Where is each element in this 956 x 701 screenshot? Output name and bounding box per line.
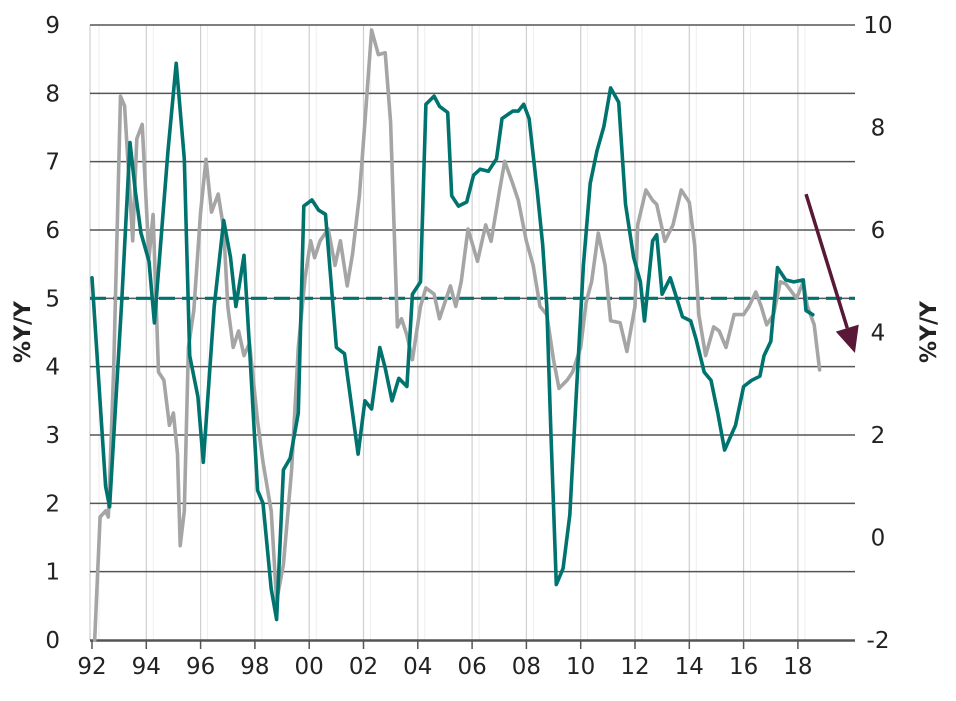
x-tick-label: 06 — [457, 654, 486, 680]
x-axis: 92 94 96 98 00 02 04 06 08 10 12 14 16 18 — [77, 640, 855, 680]
left-y-tick-label: 3 — [45, 423, 60, 449]
right-y-tick-label: 6 — [871, 218, 886, 244]
left-y-axis: 0 1 2 3 4 5 6 7 8 9 — [45, 13, 60, 654]
left-y-tick-label: 1 — [45, 560, 60, 586]
right-y-axis: -2 0 2 4 6 8 10 — [863, 13, 892, 654]
x-tick-label: 16 — [729, 654, 758, 680]
left-y-tick-label: 6 — [45, 218, 60, 244]
left-y-tick-label: 8 — [45, 81, 60, 107]
x-tick-label: 12 — [620, 654, 649, 680]
right-y-tick-label: 8 — [871, 116, 886, 142]
left-y-tick-label: 5 — [45, 286, 60, 312]
right-y-tick-label: 0 — [871, 526, 886, 552]
x-tick-label: 98 — [240, 654, 269, 680]
down-arrow-icon — [835, 324, 859, 353]
left-y-tick-label: 2 — [45, 491, 60, 517]
x-tick-label: 92 — [77, 654, 106, 680]
right-y-tick-label: 2 — [871, 423, 886, 449]
left-y-tick-label: 7 — [45, 150, 60, 176]
x-tick-label: 00 — [295, 654, 324, 680]
annotation-group — [804, 193, 859, 353]
left-y-tick-label: 0 — [45, 628, 60, 654]
x-tick-label: 02 — [349, 654, 378, 680]
left-y-tick-label: 4 — [45, 355, 60, 381]
right-y-tick-label: -2 — [867, 628, 890, 654]
x-tick-label: 96 — [186, 654, 215, 680]
left-axis-label: %Y/Y — [11, 300, 36, 363]
x-tick-label: 04 — [403, 654, 432, 680]
x-tick-label: 14 — [675, 654, 704, 680]
down-arrow-shaft — [804, 193, 849, 329]
grey-series-line — [92, 28, 822, 642]
x-tick-label: 18 — [783, 654, 812, 680]
left-y-tick-label: 9 — [45, 13, 60, 39]
series-lines — [90, 28, 822, 642]
right-axis-label: %Y/Y — [917, 300, 942, 363]
x-tick-label: 94 — [132, 654, 161, 680]
right-y-tick-label: 10 — [863, 13, 892, 39]
teal-series-line — [90, 61, 815, 622]
x-tick-label: 08 — [512, 654, 541, 680]
right-y-tick-label: 4 — [871, 321, 886, 347]
x-tick-label: 10 — [566, 654, 595, 680]
